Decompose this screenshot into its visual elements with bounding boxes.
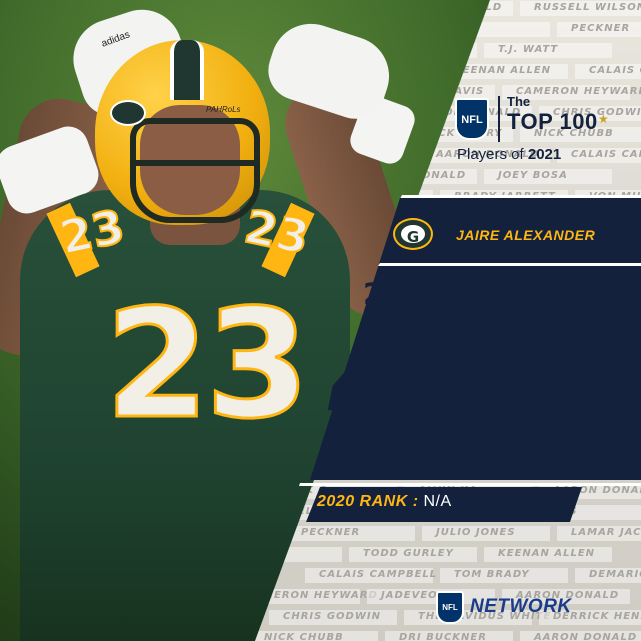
helmet-logo [110,100,146,126]
name-plate [440,64,568,79]
background-name: CAMERON HEYWARD [516,86,641,97]
star-icon: ★ [598,112,609,126]
player-name: JAIRE ALEXANDER [456,227,596,243]
background-name: JOEY BOSA [498,170,568,181]
facemask [130,118,260,223]
background-name: AARON DONALD [534,632,638,641]
facemask-bar [130,160,260,166]
background-name: T.J. WATT [498,44,559,55]
background-name: AARON DONALD [516,590,620,601]
background-name: LAMAR JACKSON [571,527,641,538]
rank-label: 2021 RANK [363,277,555,311]
background-name: CHRIS GODWIN [283,611,381,622]
name-plate [305,568,433,583]
name-plate [422,148,550,163]
name-plate [557,526,641,541]
background-name: TOM BRADY [454,569,530,580]
background-name: DERRICK HENRY [553,611,641,622]
background-name: AARON DONALD [553,485,641,496]
background-name: RUSSELL WILSON [534,2,641,13]
name-plate [502,589,630,604]
background-name: PECKNER [301,527,361,538]
name-plate [385,631,513,641]
name-plate [575,64,641,79]
name-plate [502,85,630,100]
background-name: NICK CHUBB [534,128,614,139]
packers-logo-icon: G [393,218,433,250]
background-name: DRI BUCKNER [399,632,487,641]
background-name: TODD GURLEY [363,548,454,559]
background-name: THE DAVIDUS WHITE [418,611,552,622]
name-plate [484,43,612,58]
network-label: NETWORK [470,596,572,617]
background-name: CAMERON HEYWARD [246,590,378,601]
background-name: CALAIS CAMPBELL [571,149,641,160]
name-plate [539,106,641,121]
nfl-network-logo: NFL NETWORK [436,591,626,625]
previous-rank: 2020 RANK : N/A [317,493,452,510]
background-name: JADEVEON [381,590,448,601]
name-plate [539,610,641,625]
nfl-shield-icon: NFL [455,98,489,140]
name-plate [520,631,641,641]
jersey-number: 23 [104,278,312,452]
background-name: JULIO JONES [436,527,516,538]
name-plate [520,127,641,142]
background-name: DERRICK HENRY [399,128,503,139]
top-100-logo: NFL The TOP 100 ★ Players of 2021 [455,94,615,168]
background-name: KEENAN ALLEN [454,65,552,76]
logo-divider [498,96,500,142]
visor-brand-text: PAHRoLs [206,105,241,114]
background-name: DEMARIO DAVIS [589,569,641,580]
players-of-year: Players of 2021 [457,146,562,163]
name-plate [349,547,477,562]
name-plate [520,1,641,16]
background-name: PECKNER [571,23,631,34]
background-name: KEENAN ALLEN [498,548,596,559]
background-name: CALAIS CAMPBELL [319,569,438,580]
rank-number: 41 [328,292,531,466]
background-name: NICK CHUBB [264,632,344,641]
name-plate [557,22,641,37]
packers-logo-letter: G [406,228,420,246]
background-name: AARON DONALD [436,149,540,160]
name-plate [255,589,360,604]
nfl-network-shield-icon: NFL [436,591,464,624]
helmet-stripe [170,40,204,100]
name-plate [255,631,378,641]
name-plate [557,148,641,163]
name-plate [269,610,397,625]
name-plate [575,568,641,583]
background-name: CALAIS CAMPBELL [589,65,641,76]
nfl-shield-text: NFL [461,114,483,126]
the-label: The [507,94,531,109]
name-plate [287,526,415,541]
top-100-label: TOP 100 [507,109,598,134]
name-plate [422,526,550,541]
name-plate [484,547,612,562]
background-name: CHRIS GODWIN [553,107,641,118]
name-plate [440,568,568,583]
name-plate [484,169,612,184]
